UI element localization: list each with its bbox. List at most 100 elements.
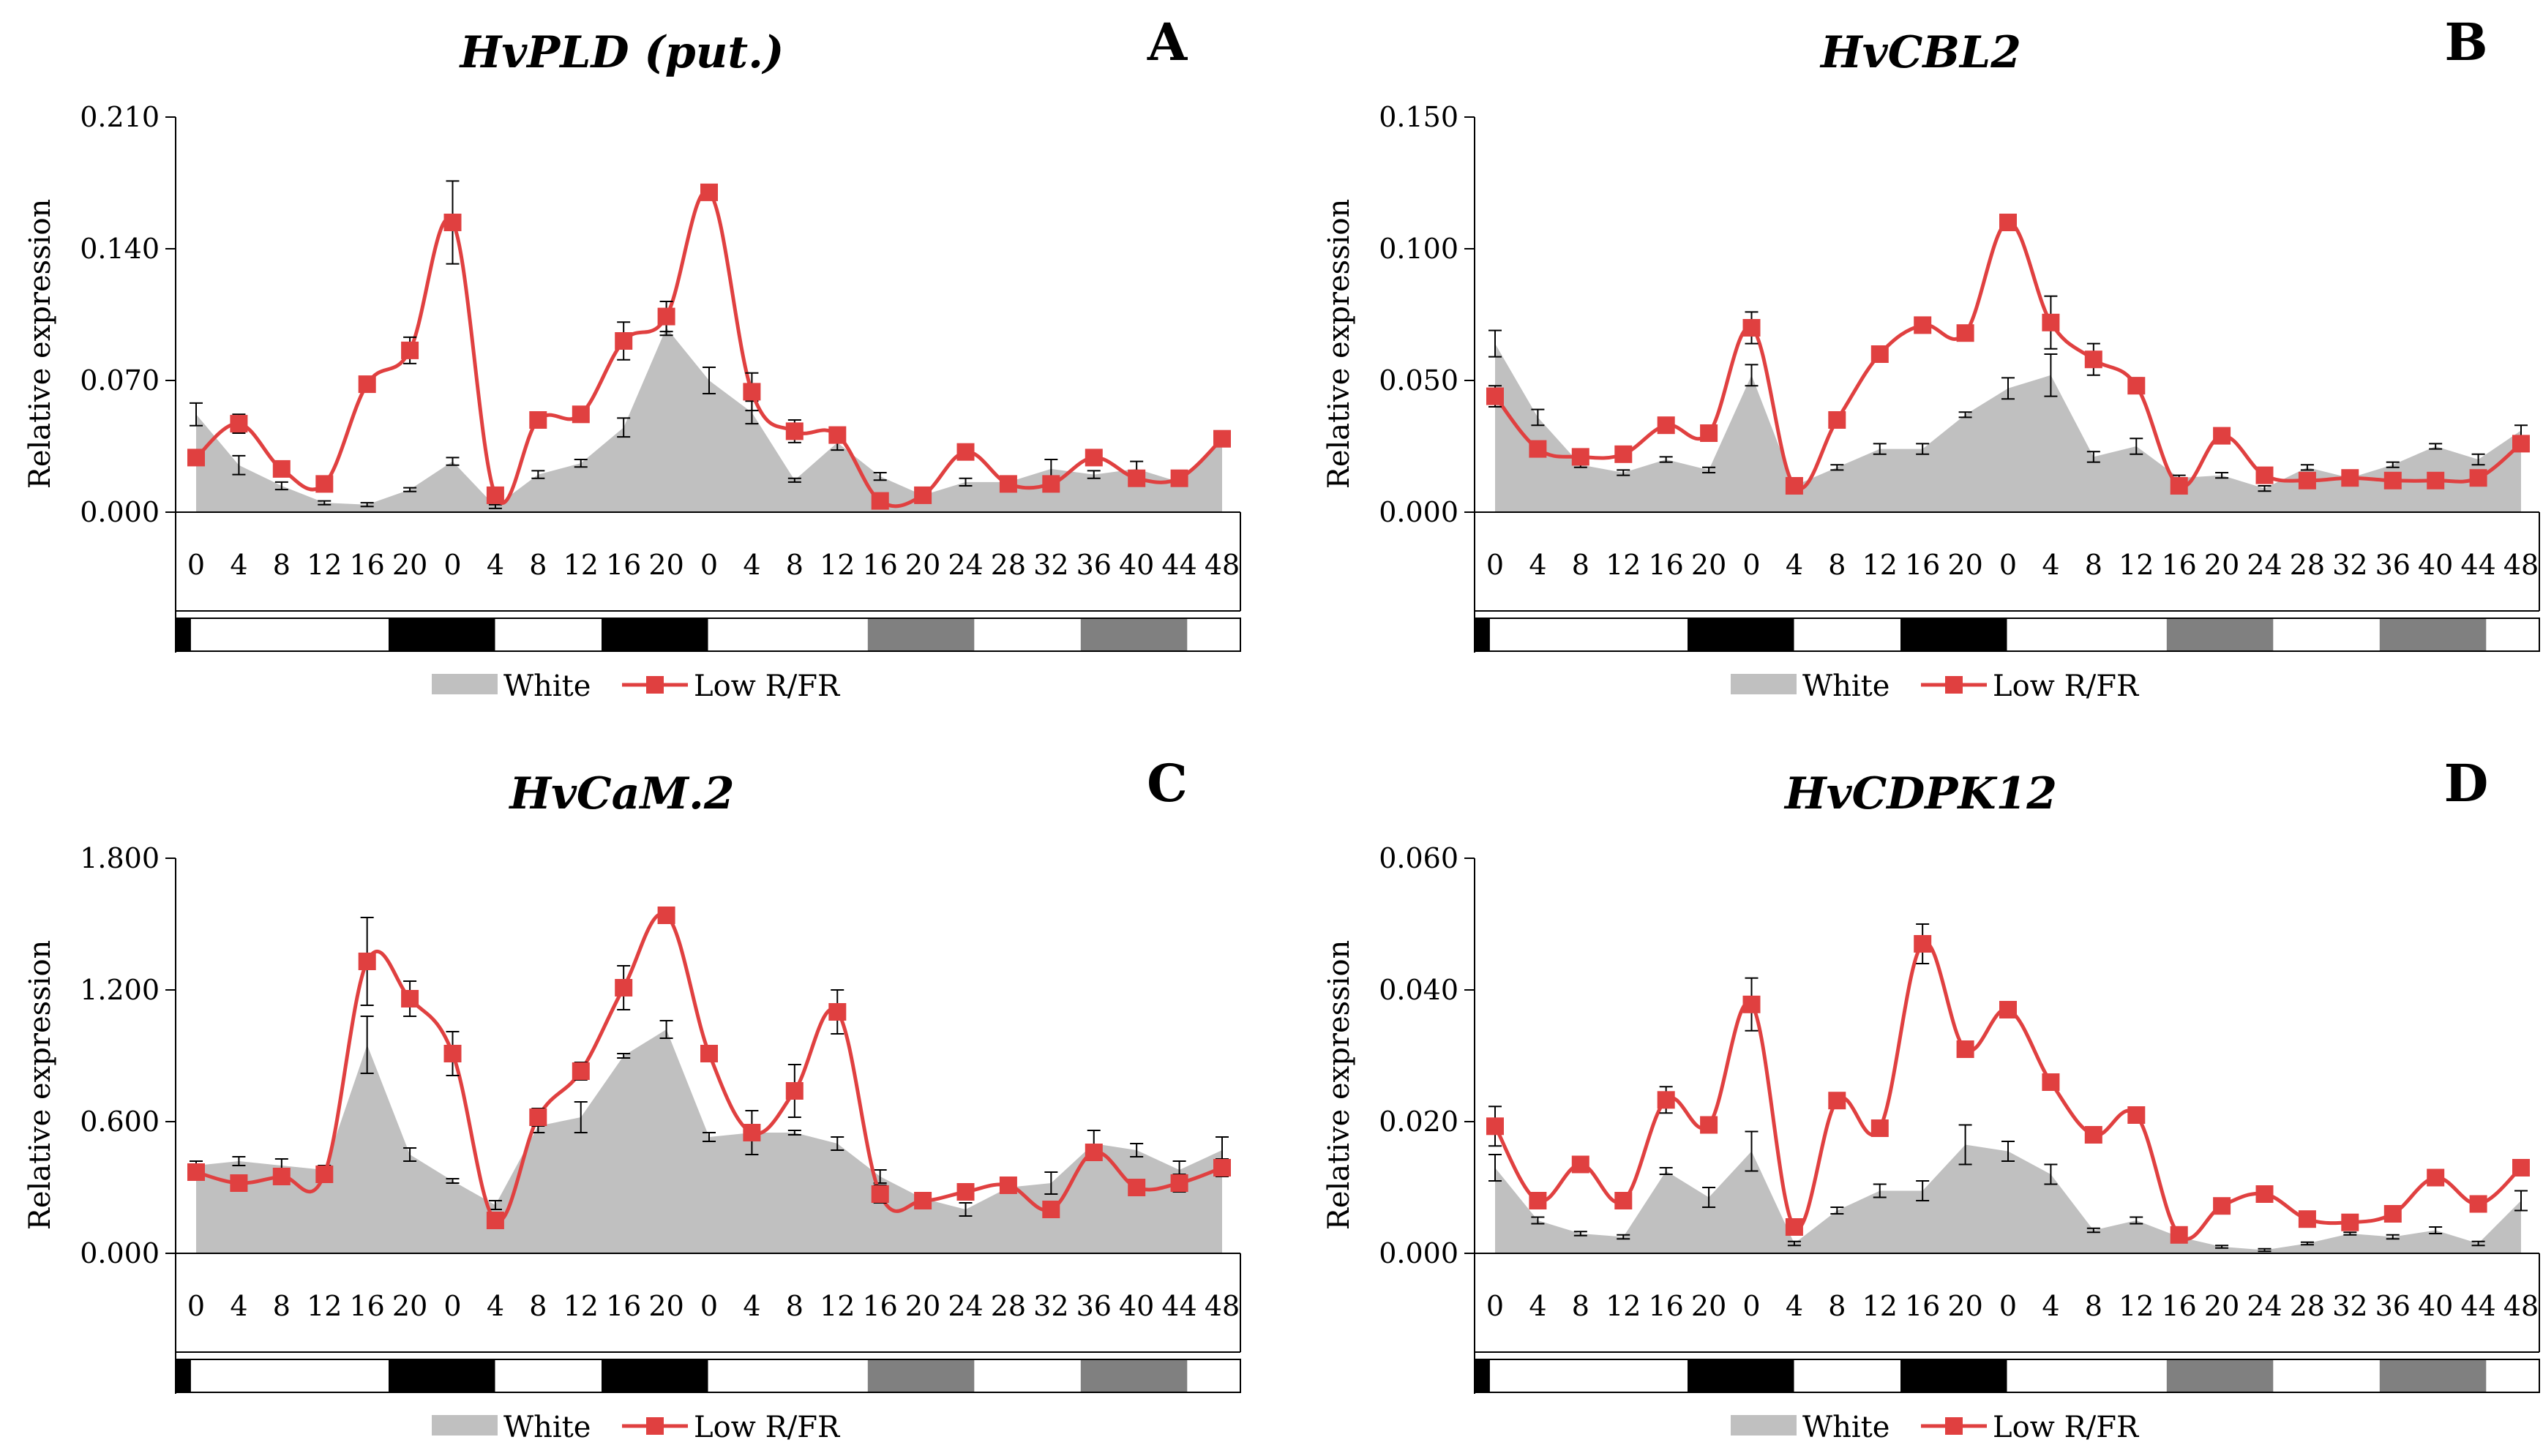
white-error-bar [2001,377,2015,400]
series-white-area [196,328,1222,512]
x-tick-label: 8 [529,549,547,581]
white-error-bar [531,470,545,479]
low-rfr-marker [443,214,462,231]
low-rfr-marker [1956,324,1974,342]
y-tick-label: 0.000 [80,496,160,528]
x-tick-label: 12 [307,1290,342,1322]
low-rfr-marker [2213,427,2231,445]
low-rfr-marker [2084,1126,2102,1144]
white-error-bar [1830,1207,1844,1215]
light-bar-segment-grey [921,618,975,651]
low-rfr-marker [1614,1192,1633,1209]
white-error-bar [2258,485,2272,492]
y-axis-label: Relative expression [23,199,57,489]
low-rfr-marker [1486,1117,1504,1136]
y-tick-label: 1.200 [80,974,160,1006]
low-rfr-marker [785,422,804,440]
light-bar-segment-black [389,1359,443,1392]
low-rfr-marker [358,375,376,394]
low-rfr-marker [1914,935,1932,953]
legend-white-swatch [432,1415,498,1436]
x-tick-label: 20 [1691,1290,1726,1322]
low-rfr-marker [272,459,291,478]
low-rfr-marker [956,1183,975,1201]
low-rfr-marker [187,1163,205,1181]
light-bar-segment-black [1740,618,1795,651]
y-axis-label: Relative expression [1322,940,1356,1231]
white-error-bar [787,477,801,483]
light-bar-segment-black [389,618,443,651]
panel-letter: C [1147,753,1188,814]
low-rfr-marker [572,405,590,424]
white-error-bar [617,1053,631,1059]
y-tick-label: 0.210 [80,101,160,133]
low-rfr-marker [1700,424,1718,442]
white-error-bar [1702,466,1716,473]
white-error-bar [831,1136,844,1151]
legend-white-swatch [432,674,498,694]
white-error-bar [1617,1234,1630,1240]
x-tick-label: 0 [443,1290,461,1322]
x-tick-label: 8 [2085,1290,2102,1322]
low-rfr-marker [1870,345,1889,363]
light-bar-segment-grey [2166,618,2221,651]
x-tick-label: 20 [905,549,940,581]
low-rfr-marker [1742,995,1761,1013]
light-bar-segment-white [282,1359,336,1392]
low-rfr-marker [1085,1144,1103,1161]
legend-low-rfr-label: Low R/FR [694,1411,841,1444]
light-bar-segment-grey [2379,618,2434,651]
x-tick-label: 0 [700,1290,718,1322]
light-bar-segment-black [1688,618,1742,651]
x-tick-label: 4 [487,1290,504,1322]
low-rfr-marker [999,475,1017,493]
x-tick-label: 44 [1161,549,1196,581]
white-error-bar [574,459,588,468]
light-bar-segment-white [2273,618,2327,651]
low-rfr-marker [1042,1201,1060,1218]
light-bar-segment-white [2326,618,2381,651]
light-bar-frame [175,1359,1241,1393]
light-bar-frame [1474,1359,2540,1393]
white-error-bar [1044,1171,1058,1195]
light-bar-segment-white [2007,1359,2061,1392]
x-tick-label: 0 [187,549,205,581]
x-tick-label: 40 [1119,549,1154,581]
light-bar-frame [1474,618,2540,652]
light-bar-segment-white [1847,1359,1901,1392]
low-rfr-marker [785,1082,804,1100]
x-tick-label: 8 [273,1290,291,1322]
white-error-bar [2386,461,2400,468]
y-tick-label: 0.000 [1379,496,1458,528]
x-tick-label: 4 [487,549,504,581]
low-rfr-marker [1042,475,1060,493]
x-tick-label: 8 [1828,1290,1846,1322]
white-error-bar [959,477,973,487]
low-rfr-marker [743,1124,761,1141]
low-rfr-marker [1614,445,1633,463]
light-bar-segment-white [1027,618,1082,651]
white-error-bar [2386,1234,2400,1240]
y-axis-label: Relative expression [1322,199,1356,489]
light-bar-segment-white [1187,618,1241,651]
light-bar-segment-black [176,618,191,651]
x-tick-label: 16 [2161,549,2196,581]
x-tick-label: 16 [349,549,384,581]
x-tick-label: 28 [991,549,1026,581]
x-tick-label: 4 [2042,1290,2059,1322]
x-tick-label: 36 [1076,1290,1112,1322]
white-error-bar [446,1178,460,1184]
light-bar-segment-white [974,1359,1028,1392]
light-bar-segment-grey [2432,1359,2487,1392]
legend-low-rfr-marker [646,1417,664,1435]
panel-letter: B [2444,12,2487,72]
white-error-bar [1617,469,1630,476]
light-bar-segment-grey [2220,1359,2274,1392]
y-tick-label: 0.100 [1379,233,1458,265]
x-tick-label: 44 [2460,549,2495,581]
low-rfr-marker [1170,1174,1188,1192]
low-rfr-marker [572,1062,590,1080]
x-tick-label: 4 [1529,1290,1546,1322]
light-bar-segment-white [2326,1359,2381,1392]
light-bar-segment-white [1794,1359,1848,1392]
